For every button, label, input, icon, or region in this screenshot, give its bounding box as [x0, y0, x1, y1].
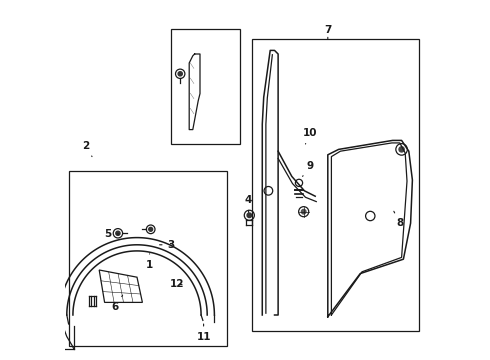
- Text: 3: 3: [160, 240, 175, 250]
- Circle shape: [178, 72, 182, 76]
- Bar: [171, 29, 240, 144]
- Circle shape: [399, 147, 404, 152]
- Text: 12: 12: [170, 279, 184, 289]
- Text: 11: 11: [196, 324, 211, 342]
- Text: 4: 4: [245, 195, 252, 212]
- Text: 1: 1: [146, 254, 153, 270]
- Text: 6: 6: [112, 295, 122, 312]
- Bar: [69, 171, 227, 346]
- Text: 8: 8: [394, 211, 403, 228]
- Text: 5: 5: [104, 229, 119, 239]
- Text: 9: 9: [303, 161, 314, 176]
- Bar: [252, 39, 419, 331]
- Text: 2: 2: [82, 141, 92, 157]
- Circle shape: [301, 210, 306, 214]
- Text: 7: 7: [324, 24, 332, 39]
- Circle shape: [247, 213, 251, 217]
- Circle shape: [116, 231, 120, 235]
- Circle shape: [149, 228, 152, 231]
- Text: 10: 10: [302, 128, 317, 144]
